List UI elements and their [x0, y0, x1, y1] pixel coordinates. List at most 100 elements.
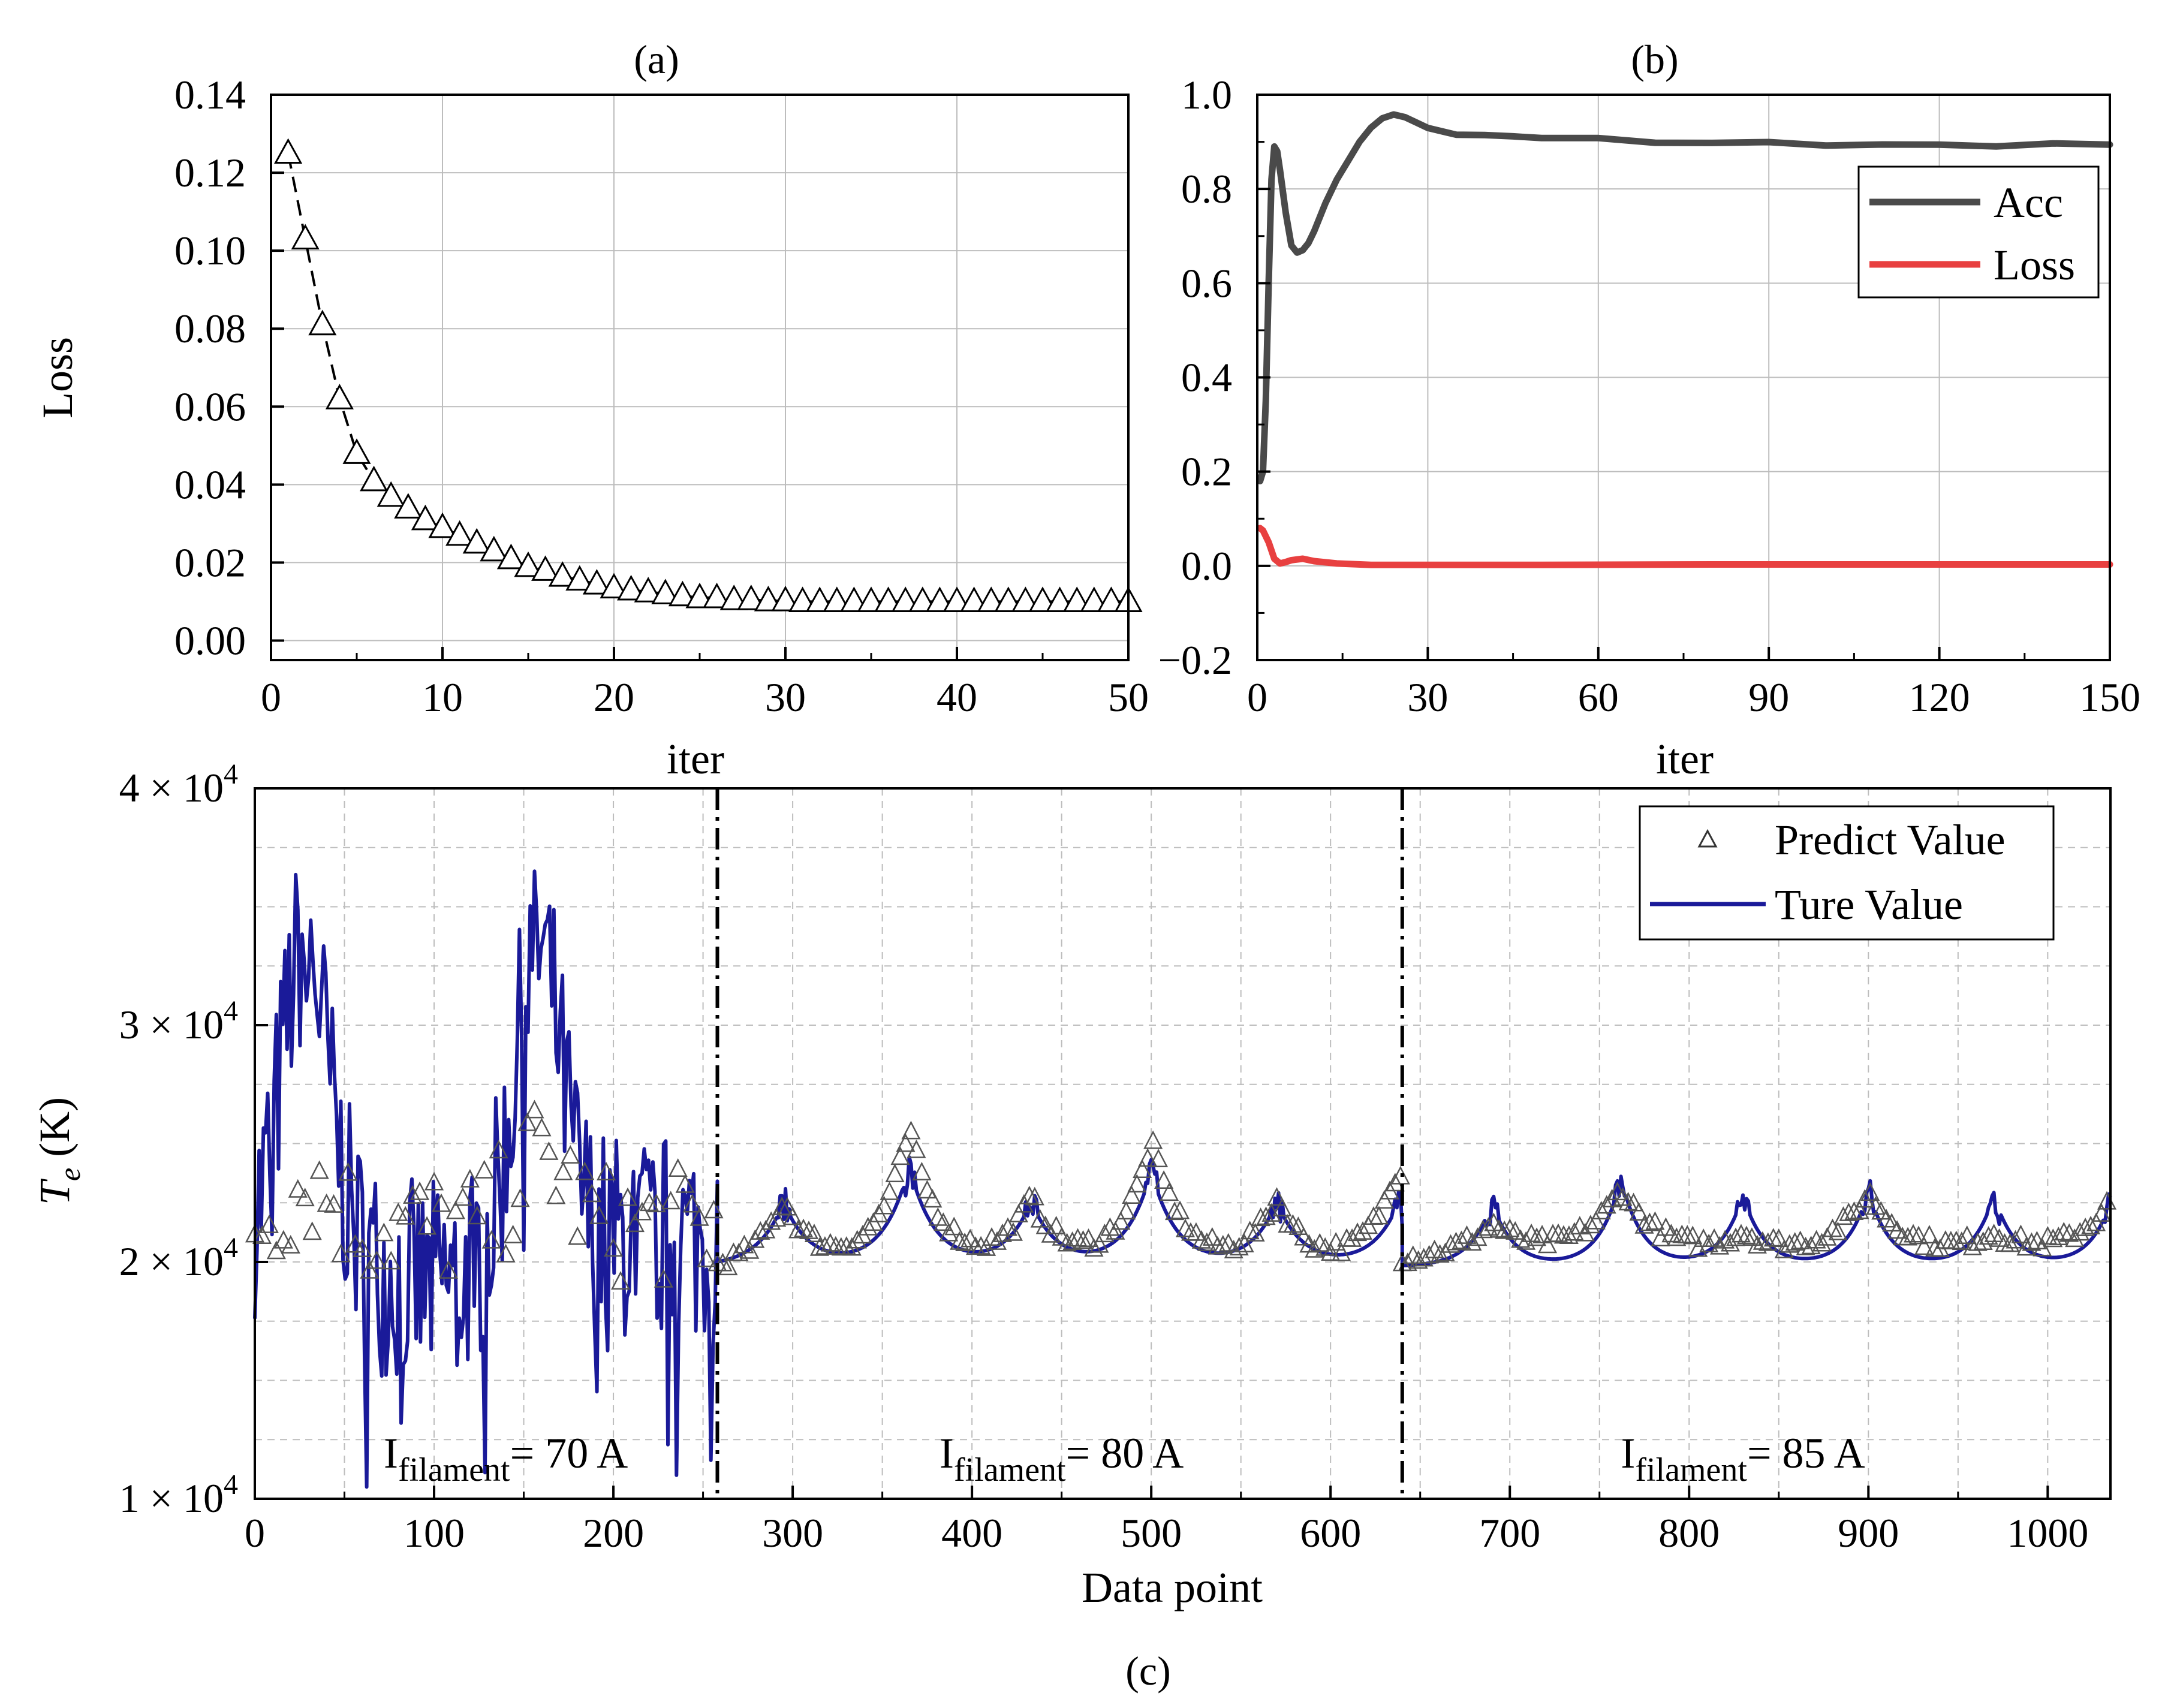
c-true-line	[253, 869, 2112, 1489]
panel-a-title: (a)	[634, 37, 679, 82]
c-predict-point	[266, 1240, 286, 1260]
c-xtick-label: 600	[1300, 1510, 1361, 1556]
c-predict-point	[1106, 1221, 1125, 1240]
b-ytick-label: 0.2	[1181, 449, 1232, 495]
c-ytick-label: 1 × 104	[119, 1469, 238, 1521]
c-predict-point	[1505, 1221, 1525, 1240]
c-predict-point	[417, 1216, 437, 1235]
a-ytick-label: 0.02	[174, 540, 246, 585]
b-ytick-label: 0.4	[1181, 355, 1232, 400]
c-predict-point	[467, 1206, 487, 1225]
a-loss-point	[805, 586, 834, 612]
c-predict-point	[1084, 1238, 1104, 1257]
c-predict-point	[1332, 1242, 1351, 1261]
c-predict-point	[842, 1237, 862, 1256]
b-xtick-label: 60	[1578, 674, 1619, 720]
a-loss-point	[308, 309, 337, 336]
c-predict-point	[460, 1168, 480, 1188]
c-predict-point	[2038, 1225, 2058, 1245]
c-predict-point	[510, 1188, 530, 1207]
c-predict-point	[992, 1223, 1013, 1242]
legend-true-label: Ture Value	[1775, 881, 1963, 929]
panel-b-ticks: 0 30 60 90 120 150 −0.2 0.0 0.2 0.4 0.6 0.8 1.0	[1158, 72, 2140, 720]
c-predict-point	[1543, 1224, 1563, 1243]
a-loss-point	[737, 585, 766, 610]
c-predict-point	[1283, 1214, 1303, 1233]
panel-a-xlabel: iter	[667, 735, 724, 783]
a-loss-point	[1080, 586, 1109, 612]
b-xtick-label: 150	[2079, 674, 2140, 720]
panel-a-ticks: 0 10 20 30 40 50 0.00 0.02 0.04 0.06 0.08 0.10 0.12 0…	[174, 72, 1149, 720]
a-loss-point	[891, 586, 920, 612]
c-predict-point	[281, 1234, 300, 1254]
c-predict-point	[1229, 1237, 1249, 1256]
c-predict-point	[1640, 1212, 1660, 1231]
a-loss-point	[514, 551, 543, 577]
c-predict-point	[901, 1120, 921, 1140]
c-predict-point	[597, 1161, 616, 1180]
c-predict-point	[1019, 1185, 1039, 1204]
legend-loss-label: Loss	[1994, 241, 2075, 289]
c-predict-point	[582, 1183, 602, 1203]
c-predict-point	[2011, 1224, 2031, 1243]
c-predict-point	[1537, 1234, 1558, 1254]
panel-a-series	[274, 138, 1143, 612]
c-predict-point	[1957, 1225, 1977, 1245]
c-predict-point	[1462, 1232, 1482, 1251]
a-xtick-label: 10	[422, 674, 463, 720]
c-predict-point	[1288, 1216, 1308, 1236]
c-predict-point	[1310, 1233, 1330, 1252]
c-predict-point	[944, 1216, 964, 1236]
c-predict-point	[496, 1243, 516, 1263]
c-predict-point	[1914, 1236, 1934, 1255]
c-current-annotation: Ifilament= 85 A	[1621, 1429, 1865, 1489]
c-predict-point	[353, 1238, 372, 1257]
legend-predict-marker	[1697, 829, 1718, 848]
c-xtick-label: 1000	[2007, 1510, 2088, 1556]
c-predict-point	[561, 1144, 580, 1164]
c-predict-point	[1839, 1202, 1859, 1221]
a-loss-point	[788, 586, 817, 612]
c-predict-point	[646, 1194, 666, 1213]
c-predict-point	[481, 1230, 501, 1249]
a-loss-point	[325, 384, 354, 409]
c-predict-point	[1806, 1230, 1826, 1249]
c-predict-point	[1073, 1230, 1093, 1249]
c-predict-point	[783, 1206, 803, 1225]
c-predict-point	[625, 1213, 645, 1233]
c-predict-point	[661, 1191, 680, 1210]
c-predict-point	[618, 1187, 638, 1206]
c-predict-point	[1149, 1149, 1169, 1168]
c-predict-point	[1164, 1201, 1185, 1221]
c-predict-point	[896, 1133, 916, 1152]
a-loss-point	[582, 569, 611, 595]
c-predict-point	[761, 1211, 781, 1230]
c-predict-point	[1812, 1233, 1832, 1252]
a-loss-point	[685, 582, 714, 609]
c-predict-point	[1699, 1233, 1719, 1252]
c-predict-point	[575, 1161, 595, 1180]
c-predict-point	[1305, 1239, 1324, 1258]
c-predict-point	[546, 1185, 566, 1204]
c-predict-point	[1747, 1234, 1767, 1254]
panel-b-series	[1257, 111, 2113, 568]
a-loss-point	[1046, 586, 1074, 612]
c-predict-point	[1240, 1221, 1260, 1240]
b-loss-line	[1257, 525, 2113, 568]
c-predict-point	[1828, 1221, 1848, 1240]
c-predict-point	[1446, 1231, 1466, 1251]
c-predict-point	[2081, 1215, 2101, 1234]
c-predict-point	[1645, 1211, 1665, 1230]
c-predict-point	[410, 1181, 430, 1200]
panel-c-annotations: Ifilament= 70 A Ifilament= 80 A Ifilament=…	[384, 1429, 1865, 1489]
b-acc-line	[1257, 111, 2113, 484]
a-loss-point	[342, 438, 371, 464]
c-predict-point	[1908, 1225, 1929, 1245]
a-loss-point	[600, 573, 628, 599]
c-predict-point	[1473, 1219, 1493, 1239]
c-predict-point	[396, 1206, 415, 1225]
c-predict-point	[704, 1200, 724, 1219]
c-predict-point	[1548, 1223, 1568, 1242]
c-predict-point	[1213, 1234, 1233, 1254]
c-predict-point	[338, 1162, 358, 1181]
